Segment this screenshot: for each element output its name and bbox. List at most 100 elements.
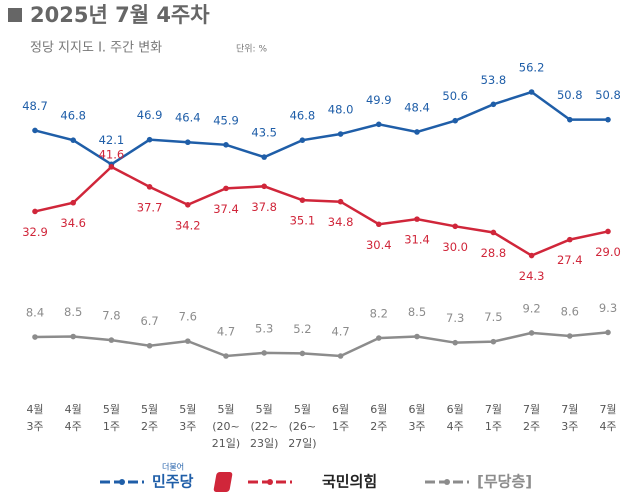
point xyxy=(376,121,382,128)
data-label: 31.4 xyxy=(404,233,430,247)
legend-dot xyxy=(444,479,450,485)
legend-logo: 더불어 xyxy=(162,462,184,472)
x-tick-label: 3주 xyxy=(408,420,425,433)
x-tick-label: 3주 xyxy=(26,420,43,433)
x-tick-label: 2주 xyxy=(523,420,540,433)
x-tick-label: 2주 xyxy=(370,420,387,433)
data-label: 49.9 xyxy=(366,93,392,107)
x-tick-label: 4주 xyxy=(65,420,82,433)
point xyxy=(528,89,535,95)
point xyxy=(528,330,535,336)
x-tick-label: 2주 xyxy=(141,420,158,433)
data-label: 34.8 xyxy=(328,215,354,229)
x-tick-label: 6월 xyxy=(332,403,349,416)
point xyxy=(185,201,191,208)
x-tick-label: 7월 xyxy=(485,403,502,416)
data-label: 8.2 xyxy=(370,307,388,321)
data-label: 8.4 xyxy=(26,306,44,320)
point xyxy=(32,334,38,340)
legend-logo-mark xyxy=(213,472,233,492)
x-tick-label: 3주 xyxy=(561,420,578,433)
legend-label: 민주당 xyxy=(152,473,194,491)
data-label: 4.7 xyxy=(331,325,349,339)
point xyxy=(567,116,573,123)
point xyxy=(452,339,459,346)
series-line xyxy=(34,331,609,358)
data-label: 6.7 xyxy=(140,314,158,328)
data-label: 5.3 xyxy=(255,321,273,335)
data-label: 43.5 xyxy=(251,126,277,140)
point xyxy=(32,208,38,215)
point xyxy=(452,117,459,124)
point xyxy=(185,139,191,146)
x-tick-label: 7월 xyxy=(561,403,578,416)
data-label: 30.4 xyxy=(366,238,392,252)
data-label: 8.5 xyxy=(408,305,426,319)
x-tick-label: 4주 xyxy=(447,420,464,433)
x-tick-label: 5월 xyxy=(294,403,311,416)
x-tick-label: 5월 xyxy=(141,403,158,416)
x-tick-label: 6월 xyxy=(370,403,387,416)
data-label: 41.6 xyxy=(99,147,125,161)
x-tick-label: 4주 xyxy=(599,420,616,433)
point xyxy=(146,184,153,190)
data-label: 9.3 xyxy=(599,301,617,315)
x-tick-label: 5월 xyxy=(217,403,234,416)
point xyxy=(223,142,229,148)
subtitle: 정당 지지도 Ⅰ. 주간 변화 xyxy=(30,41,162,56)
point xyxy=(490,338,497,345)
data-label: 56.2 xyxy=(519,61,545,75)
data-label: 29.0 xyxy=(595,245,621,259)
legend-dot xyxy=(267,479,273,485)
point xyxy=(337,131,344,137)
data-label: 8.6 xyxy=(561,305,579,319)
point xyxy=(567,333,573,339)
x-tick-label: 3주 xyxy=(179,420,196,433)
data-label: 32.9 xyxy=(22,225,48,239)
x-tick-label: 1주 xyxy=(332,420,349,433)
legend-label: [무당층] xyxy=(477,473,532,491)
point xyxy=(185,338,191,344)
x-tick-label: 6월 xyxy=(447,403,464,416)
data-label: 7.5 xyxy=(484,310,502,324)
point xyxy=(567,236,573,243)
x-tick-label: 4월 xyxy=(65,403,82,416)
point xyxy=(261,183,268,190)
data-label: 48.4 xyxy=(404,100,430,114)
data-label: 7.8 xyxy=(102,309,120,323)
point xyxy=(299,350,306,357)
series-line xyxy=(34,165,609,257)
data-label: 30.0 xyxy=(442,240,468,254)
point xyxy=(223,185,229,192)
data-label: 34.6 xyxy=(60,216,86,230)
data-label: 24.3 xyxy=(519,269,545,283)
point xyxy=(490,229,497,236)
unit: 단위: % xyxy=(236,44,267,55)
point xyxy=(108,337,115,343)
data-label: 37.8 xyxy=(251,200,277,214)
data-label: 50.8 xyxy=(595,88,621,102)
point xyxy=(32,127,38,134)
data-label: 7.6 xyxy=(179,310,197,324)
x-tick-label: (20~ xyxy=(212,420,240,433)
legend-label: 국민의힘 xyxy=(322,473,377,491)
x-tick-label: 5월 xyxy=(256,403,273,416)
data-label: 28.8 xyxy=(481,246,507,260)
point xyxy=(261,154,268,160)
x-tick-label: (26~ xyxy=(289,420,317,433)
point xyxy=(223,353,229,359)
data-label: 46.8 xyxy=(60,109,86,123)
data-label: 48.0 xyxy=(328,103,354,117)
x-tick-label: 7월 xyxy=(523,403,540,416)
x-tick-label: 5월 xyxy=(179,403,196,416)
point xyxy=(376,221,382,228)
data-label: 50.8 xyxy=(557,88,583,102)
point xyxy=(70,333,76,340)
point xyxy=(414,129,420,135)
data-label: 34.2 xyxy=(175,218,201,232)
point xyxy=(414,216,420,222)
data-label: 27.4 xyxy=(557,253,583,267)
point xyxy=(261,350,268,356)
data-label: 37.7 xyxy=(137,200,163,214)
data-label: 48.7 xyxy=(22,99,48,113)
